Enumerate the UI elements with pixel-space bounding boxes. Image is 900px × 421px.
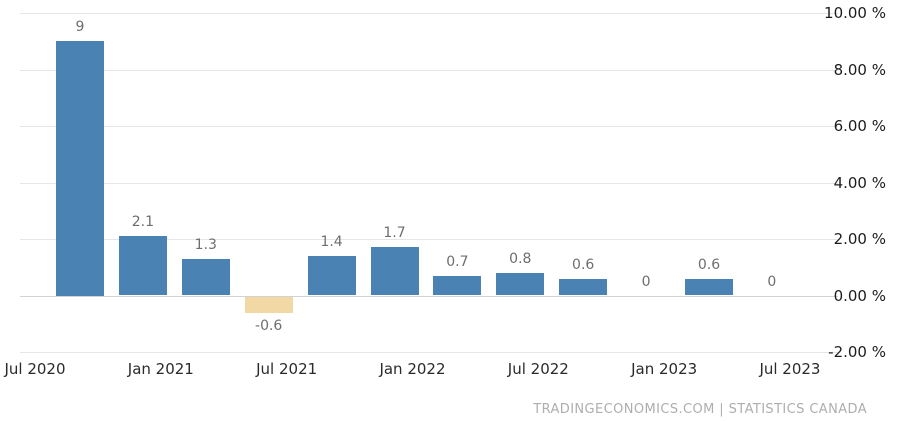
gridline — [20, 239, 838, 240]
bar[interactable] — [307, 255, 356, 296]
gridline — [20, 352, 838, 353]
bar[interactable] — [559, 278, 608, 296]
bar-value-label: 0.6 — [572, 256, 595, 273]
x-tick-label: Jan 2023 — [631, 360, 698, 378]
x-tick-label: Jul 2023 — [759, 360, 821, 378]
bar-value-label: 9 — [75, 19, 85, 36]
y-tick-label: 4.00 % — [833, 173, 886, 192]
bar[interactable] — [244, 296, 293, 314]
gridline — [20, 126, 838, 127]
bar-value-label: 0.6 — [697, 256, 721, 273]
gridline — [20, 295, 838, 297]
gridline — [20, 69, 838, 71]
bar-value-label: 2.1 — [131, 214, 155, 231]
bar-value-label: 0.8 — [509, 250, 532, 267]
x-tick-label: Jan 2022 — [379, 360, 446, 378]
y-tick-label: 2.00 % — [833, 230, 886, 248]
bar[interactable] — [370, 247, 419, 296]
source-attribution: TRADINGECONOMICS.COM | STATISTICS CANADA — [533, 402, 867, 417]
bar[interactable] — [181, 258, 230, 296]
y-tick-label: 0.00 % — [833, 286, 886, 305]
bar-value-label: 0 — [767, 273, 777, 290]
y-tick-label: 10.00 % — [824, 4, 886, 22]
bar-value-label: 1.4 — [320, 233, 343, 250]
y-tick-label: 6.00 % — [833, 117, 886, 135]
x-tick-label: Jul 2020 — [4, 360, 66, 378]
bar-value-label: 1.3 — [194, 236, 217, 253]
bar[interactable] — [496, 272, 545, 296]
x-tick-label: Jan 2021 — [127, 360, 194, 378]
bar[interactable] — [685, 278, 733, 296]
bar-value-label: 0.7 — [446, 253, 469, 270]
bar[interactable] — [433, 275, 482, 296]
y-tick-label: 8.00 % — [833, 60, 886, 79]
bar-value-label: 1.7 — [383, 225, 406, 242]
x-tick-label: Jul 2021 — [256, 360, 318, 378]
bar-value-label: 0 — [641, 273, 651, 290]
gridline — [20, 13, 838, 14]
y-tick-label: -2.00 % — [828, 343, 886, 361]
gridline — [20, 182, 838, 184]
bar[interactable] — [118, 236, 167, 296]
bar-value-label: -0.6 — [255, 318, 283, 335]
bar[interactable] — [56, 41, 104, 296]
x-tick-label: Jul 2022 — [507, 360, 569, 378]
source-text: TRADINGECONOMICS.COM | STATISTICS CANADA — [533, 402, 867, 417]
